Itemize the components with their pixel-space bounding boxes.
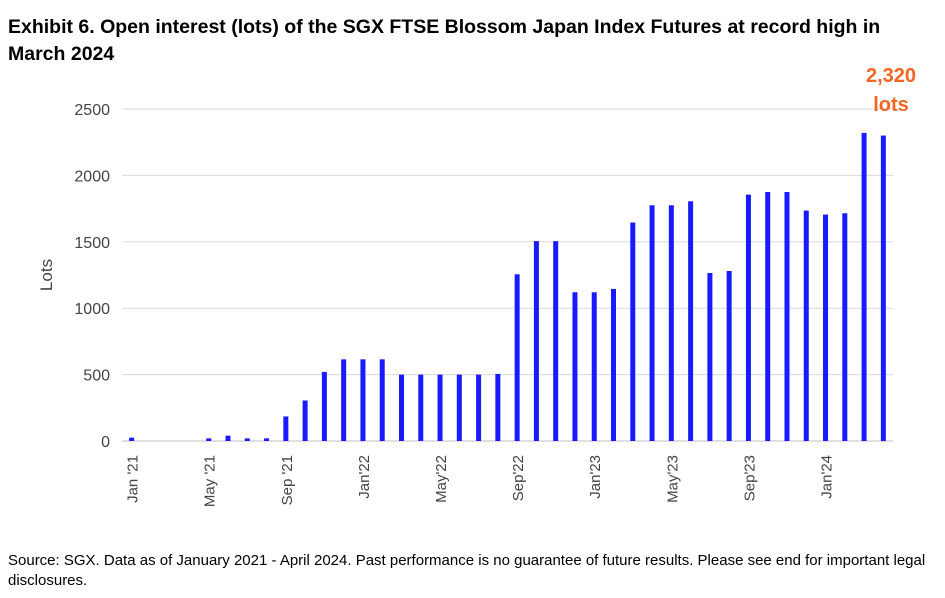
bar	[726, 271, 732, 441]
y-tick-label: 2500	[74, 102, 110, 119]
bar	[379, 359, 385, 441]
x-axis-ticks: Jan '21 May '21 Sep '21 Jan'22 May'22 Sep'22 J…	[125, 455, 836, 507]
bar	[398, 374, 404, 441]
bar	[244, 438, 250, 441]
bar	[630, 222, 636, 441]
bar	[283, 416, 289, 441]
bar	[476, 374, 482, 441]
y-axis-ticks: 0 500 1000 1500 2000 2500	[74, 102, 110, 451]
bar	[784, 192, 790, 441]
x-tick-label: Jan'24	[819, 455, 836, 499]
bar	[456, 374, 462, 441]
source-note: Source: SGX. Data as of January 2021 - A…	[8, 552, 926, 589]
bar	[611, 288, 617, 441]
bar	[861, 132, 867, 442]
bar	[880, 135, 886, 441]
bar	[225, 435, 231, 441]
bar	[495, 373, 501, 441]
bar	[668, 205, 674, 441]
bar	[765, 192, 771, 441]
bar	[572, 292, 578, 441]
x-tick-label: Jan '21	[125, 455, 142, 503]
peak-callout: 2,320 lots	[846, 62, 936, 120]
bar	[823, 214, 829, 441]
bar	[264, 438, 270, 441]
bars	[129, 132, 886, 442]
y-tick-label: 0	[101, 434, 110, 451]
gridlines	[122, 108, 893, 442]
y-tick-label: 1500	[74, 235, 110, 252]
x-tick-label: Sep'23	[741, 455, 758, 501]
bar	[302, 400, 308, 441]
bar	[418, 374, 424, 441]
chart-title: Exhibit 6. Open interest (lots) of the S…	[8, 16, 881, 65]
bar	[341, 359, 347, 441]
x-tick-label: May '21	[202, 455, 219, 507]
bar	[707, 273, 713, 441]
bar	[437, 374, 443, 441]
bar	[360, 359, 366, 441]
y-tick-label: 2000	[74, 168, 110, 185]
bar	[842, 213, 848, 441]
x-tick-label: Sep '21	[279, 455, 296, 505]
x-tick-label: May'23	[664, 455, 681, 503]
bar	[206, 438, 212, 441]
x-tick-label: Jan'22	[356, 455, 373, 499]
bar	[803, 210, 809, 441]
bar	[129, 437, 135, 441]
bar	[591, 292, 597, 441]
bar	[514, 274, 520, 441]
bar	[688, 201, 694, 441]
bar	[745, 194, 751, 441]
bar	[321, 371, 327, 441]
y-tick-label: 500	[83, 368, 110, 385]
peak-callout-unit: lots	[873, 94, 909, 116]
y-axis-label: Lots	[37, 259, 56, 291]
x-tick-label: May'22	[433, 455, 450, 503]
x-tick-label: Sep'22	[510, 455, 527, 501]
x-tick-label: Jan'23	[587, 455, 604, 499]
bar	[553, 241, 559, 441]
bar	[533, 241, 539, 441]
y-tick-label: 1000	[74, 301, 110, 318]
bar	[649, 205, 655, 441]
peak-callout-value: 2,320	[865, 65, 917, 87]
